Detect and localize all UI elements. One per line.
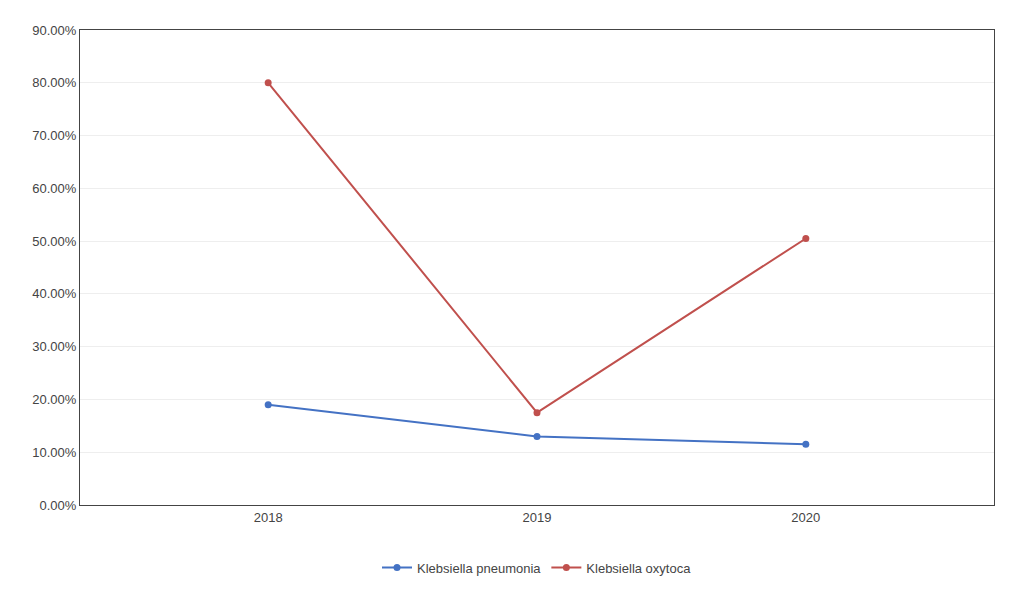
svg-text:0.00%: 0.00%: [40, 498, 77, 513]
svg-text:30.00%: 30.00%: [32, 339, 77, 354]
svg-text:10.00%: 10.00%: [32, 445, 77, 460]
svg-text:2019: 2019: [523, 510, 552, 525]
svg-text:70.00%: 70.00%: [32, 128, 77, 143]
svg-text:90.00%: 90.00%: [32, 23, 77, 38]
svg-text:Klebsiella oxytoca: Klebsiella oxytoca: [586, 561, 691, 576]
svg-text:60.00%: 60.00%: [32, 181, 77, 196]
svg-text:2018: 2018: [254, 510, 283, 525]
svg-text:20.00%: 20.00%: [32, 392, 77, 407]
svg-text:50.00%: 50.00%: [32, 234, 77, 249]
svg-text:80.00%: 80.00%: [32, 75, 77, 90]
svg-text:Klebsiella pneumonia: Klebsiella pneumonia: [417, 561, 541, 576]
svg-text:40.00%: 40.00%: [32, 286, 77, 301]
svg-text:2020: 2020: [791, 510, 820, 525]
